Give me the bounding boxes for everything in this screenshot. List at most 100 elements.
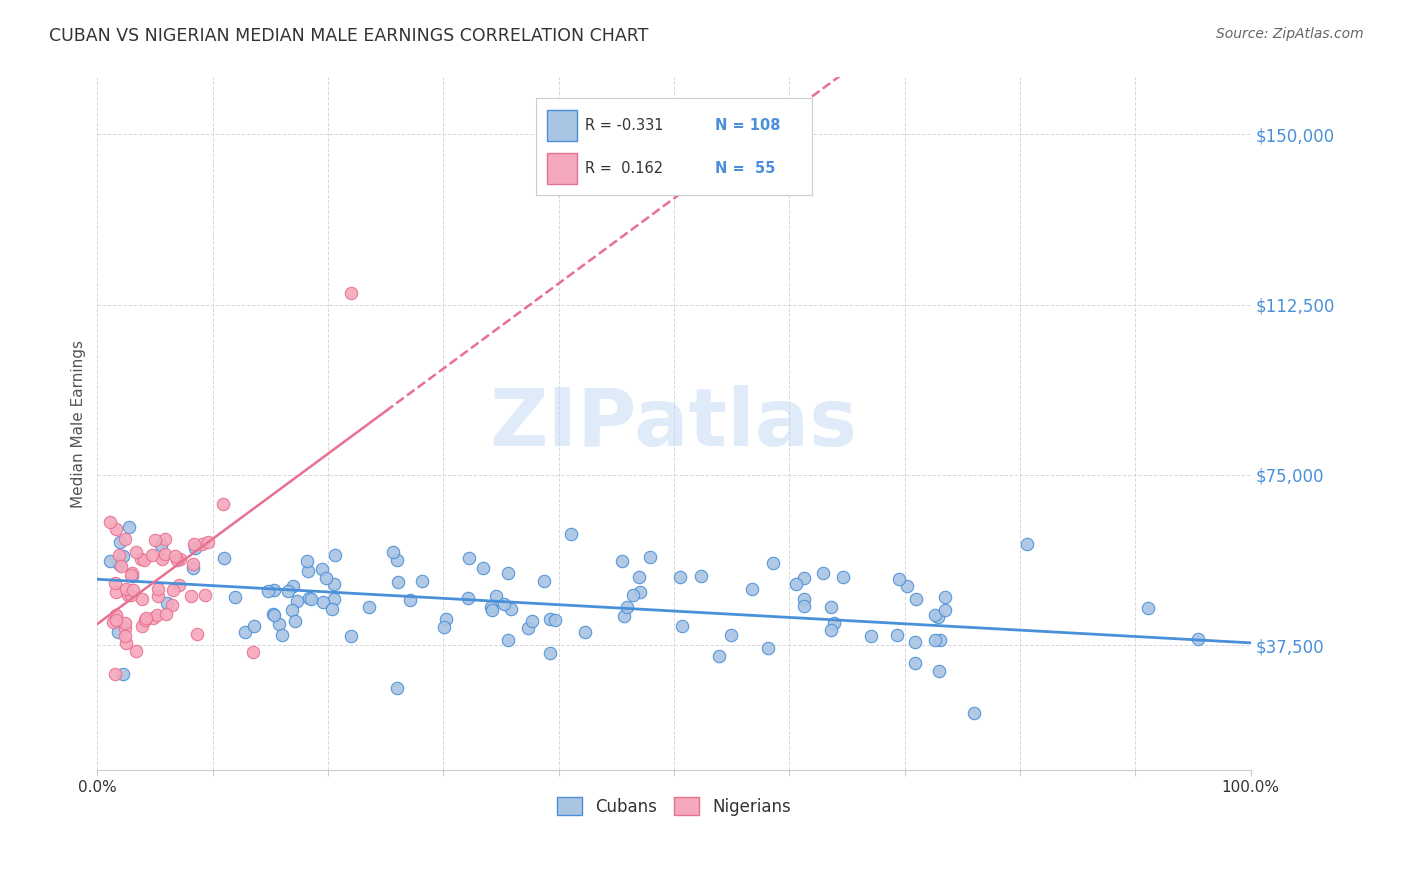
- Point: [963, 706, 986, 720]
- Point: [399, 593, 422, 607]
- Point: [793, 599, 815, 613]
- Point: [671, 619, 693, 633]
- Point: [323, 591, 346, 606]
- Point: [628, 585, 651, 599]
- Point: [284, 614, 307, 628]
- Point: [114, 621, 136, 635]
- Point: [904, 635, 927, 649]
- Point: [156, 596, 179, 610]
- Point: [811, 566, 834, 581]
- Point: [297, 564, 319, 578]
- Point: [166, 553, 188, 567]
- Point: [934, 603, 956, 617]
- Point: [860, 630, 883, 644]
- Point: [104, 666, 127, 681]
- Point: [120, 589, 142, 603]
- Point: [107, 549, 129, 563]
- Point: [104, 576, 127, 591]
- Point: [297, 553, 319, 567]
- Point: [256, 583, 278, 598]
- Point: [98, 554, 121, 568]
- Point: [520, 614, 543, 628]
- Point: [120, 568, 142, 582]
- Point: [689, 568, 711, 582]
- Point: [281, 578, 304, 592]
- Point: [820, 600, 842, 615]
- Point: [149, 538, 172, 552]
- Point: [411, 574, 433, 588]
- Point: [285, 594, 308, 608]
- Text: ZIPatlas: ZIPatlas: [489, 384, 858, 463]
- Point: [105, 522, 128, 536]
- Point: [387, 575, 409, 590]
- Point: [114, 615, 136, 630]
- Point: [110, 558, 132, 573]
- Point: [927, 610, 949, 624]
- Point: [146, 582, 169, 596]
- Point: [263, 582, 285, 597]
- Point: [458, 550, 481, 565]
- Point: [131, 552, 153, 566]
- Point: [191, 537, 214, 551]
- Point: [924, 607, 946, 622]
- Point: [785, 577, 807, 591]
- Point: [1187, 632, 1209, 647]
- Point: [516, 621, 538, 635]
- Point: [315, 570, 337, 584]
- Point: [155, 547, 177, 561]
- Point: [340, 629, 363, 643]
- Legend: Cubans, Nigerians: Cubans, Nigerians: [548, 789, 799, 824]
- Point: [832, 570, 855, 584]
- Point: [322, 577, 344, 591]
- Point: [211, 497, 233, 511]
- Point: [1015, 537, 1038, 551]
- Point: [262, 607, 284, 622]
- Point: [533, 574, 555, 589]
- Point: [929, 632, 952, 647]
- Point: [311, 561, 333, 575]
- Point: [107, 558, 129, 572]
- Point: [887, 572, 910, 586]
- Point: [281, 602, 304, 616]
- Point: [108, 535, 131, 549]
- Point: [103, 615, 125, 629]
- Point: [163, 549, 186, 563]
- Point: [668, 570, 690, 584]
- Point: [277, 584, 299, 599]
- Point: [105, 585, 128, 599]
- Point: [146, 607, 169, 622]
- Point: [928, 664, 950, 678]
- Point: [498, 566, 520, 580]
- Point: [135, 611, 157, 625]
- Point: [498, 633, 520, 648]
- Point: [934, 590, 956, 604]
- Point: [150, 552, 173, 566]
- Point: [359, 600, 381, 615]
- Point: [382, 545, 405, 559]
- Point: [321, 602, 343, 616]
- Point: [181, 557, 204, 571]
- Point: [194, 588, 217, 602]
- Point: [118, 520, 141, 534]
- Point: [112, 667, 135, 681]
- Point: [117, 588, 139, 602]
- Point: [761, 556, 783, 570]
- Point: [628, 570, 651, 584]
- Point: [924, 632, 946, 647]
- Point: [105, 613, 128, 627]
- Point: [433, 620, 456, 634]
- Text: CUBAN VS NIGERIAN MEDIAN MALE EARNINGS CORRELATION CHART: CUBAN VS NIGERIAN MEDIAN MALE EARNINGS C…: [49, 27, 648, 45]
- Point: [153, 532, 176, 546]
- Point: [167, 578, 190, 592]
- Y-axis label: Median Male Earnings: Median Male Earnings: [72, 340, 86, 508]
- Point: [741, 582, 763, 596]
- Point: [242, 645, 264, 659]
- Point: [485, 589, 508, 603]
- Point: [121, 566, 143, 581]
- Point: [457, 591, 479, 606]
- Point: [434, 612, 457, 626]
- Point: [538, 646, 561, 660]
- Point: [121, 583, 143, 598]
- Point: [340, 286, 363, 301]
- Point: [707, 648, 730, 663]
